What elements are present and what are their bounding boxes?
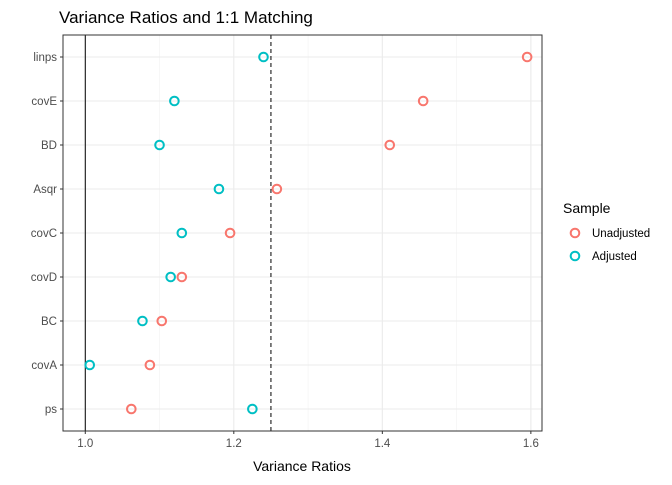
data-point-adjusted (247, 403, 258, 415)
data-point-unadjusted (126, 403, 137, 415)
legend-label-unadjusted: Unadjusted (592, 228, 650, 240)
data-point-unadjusted (144, 359, 156, 371)
data-point-unadjusted (176, 271, 188, 283)
y-tick-label: covA (31, 360, 57, 372)
y-tick-label: ps (45, 404, 57, 416)
x-tick-label: 1.6 (523, 438, 539, 450)
x-axis-title: Variance Ratios (253, 458, 351, 474)
data-point-unadjusted (156, 315, 168, 327)
data-point-adjusted (213, 183, 225, 195)
data-point-adjusted (169, 95, 180, 107)
y-tick-label: covD (31, 272, 57, 284)
chart-title: Variance Ratios and 1:1 Matching (59, 8, 313, 27)
data-point-adjusted (154, 139, 165, 151)
data-point-unadjusted (384, 139, 396, 151)
data-point-unadjusted (417, 95, 429, 107)
y-tick-label: BD (41, 140, 57, 152)
x-tick-label: 1.4 (374, 438, 391, 450)
legend-key-unadjusted (569, 227, 581, 239)
data-point-unadjusted (224, 227, 236, 239)
legend-key-adjusted (569, 250, 581, 262)
data-point-adjusted (258, 51, 269, 63)
data-point-adjusted (137, 315, 148, 327)
x-axis: 1.0 1.2 1.4 1.6 (77, 431, 539, 450)
x-tick-label: 1.2 (226, 438, 242, 450)
y-tick-label: covC (31, 228, 57, 240)
legend-title: Sample (563, 200, 611, 216)
y-tick-label: covE (31, 96, 57, 108)
y-tick-label: linps (33, 52, 57, 64)
legend: Sample Unadjusted Adjusted (563, 200, 650, 263)
data-point-unadjusted (521, 51, 533, 63)
y-axis: linps covE BD Asqr covC covD BC covA ps (31, 52, 63, 416)
data-points (84, 51, 533, 415)
data-point-adjusted (176, 227, 188, 239)
data-point-adjusted (84, 359, 96, 371)
legend-label-adjusted: Adjusted (592, 251, 637, 263)
data-point-unadjusted (271, 183, 283, 195)
data-point-adjusted (165, 271, 176, 283)
y-tick-label: Asqr (33, 184, 57, 196)
y-tick-label: BC (41, 316, 57, 328)
x-tick-label: 1.0 (77, 438, 93, 450)
